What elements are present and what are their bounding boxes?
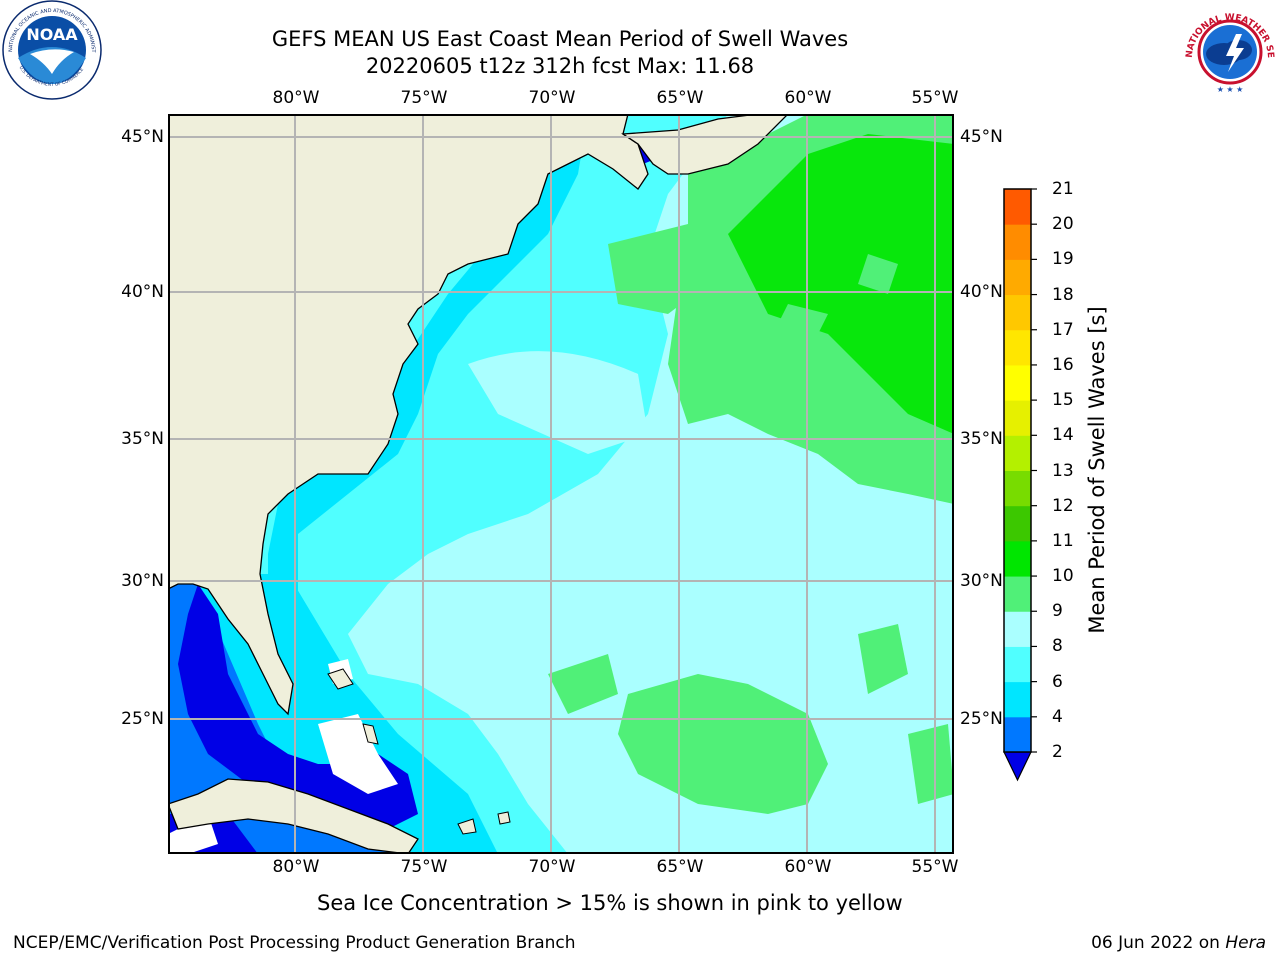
lat-label-right: 45°N xyxy=(960,127,1003,147)
lon-label-bottom: 55°W xyxy=(911,857,959,877)
land-cuba xyxy=(168,778,419,854)
colorbar-tick-label: 18 xyxy=(1052,284,1074,305)
colorbar-segment xyxy=(1004,576,1031,612)
colorbar-tick-label: 14 xyxy=(1052,425,1074,446)
colorbar-tick-label: 4 xyxy=(1052,706,1063,727)
colorbar-tick-label: 15 xyxy=(1052,390,1074,411)
colorbar-segment xyxy=(1004,646,1031,683)
lat-label-left: 45°N xyxy=(121,127,164,147)
colorbar-tick-label: 13 xyxy=(1052,460,1074,481)
noaa-logo: NOAA NATIONAL OCEANIC AND ATMOSPHERIC AD… xyxy=(0,0,102,100)
colorbar-tick-label: 6 xyxy=(1052,671,1063,692)
lat-label-right: 30°N xyxy=(960,571,1003,591)
lat-label-left: 35°N xyxy=(121,429,164,449)
colorbar-segment xyxy=(1004,259,1031,296)
colorbar xyxy=(1003,188,1037,782)
map-gridlines xyxy=(168,114,954,854)
colorbar-tick-label: 8 xyxy=(1052,636,1063,657)
colorbar-tick-label: 20 xyxy=(1052,214,1074,235)
lat-label-right: 25°N xyxy=(960,709,1003,729)
colorbar-underflow-triangle xyxy=(1003,751,1032,782)
lon-label-bottom: 60°W xyxy=(784,857,832,877)
lon-label-bottom: 65°W xyxy=(656,857,704,877)
credit-text: NCEP/EMC/Verification Post Processing Pr… xyxy=(13,933,576,953)
colorbar-segment xyxy=(1004,189,1031,225)
colorbar-label: Mean Period of Swell Waves [s] xyxy=(1085,306,1109,634)
noaa-logo-text: NOAA xyxy=(26,25,78,44)
colorbar-tick-label: 2 xyxy=(1052,742,1063,762)
colorbar-segments xyxy=(1003,189,1032,782)
colorbar-segment xyxy=(1004,611,1031,647)
map-frame xyxy=(168,114,954,854)
colorbar-segment xyxy=(1004,681,1031,718)
colorbar-tick-label: 9 xyxy=(1052,601,1063,622)
date-text: 06 Jun 2022 on Hera xyxy=(1091,933,1266,953)
plot-title: GEFS MEAN US East Coast Mean Period of S… xyxy=(271,27,849,51)
lat-label-left: 40°N xyxy=(121,282,164,302)
colorbar-segment xyxy=(1004,224,1031,260)
machine-name: Hera xyxy=(1225,933,1266,953)
colorbar-tick-label: 11 xyxy=(1052,530,1074,551)
colorbar-segment xyxy=(1004,400,1031,436)
lon-label-bottom: 70°W xyxy=(528,857,576,877)
colorbar-tick-label: 12 xyxy=(1052,495,1074,516)
lat-label-left: 25°N xyxy=(121,709,164,729)
colorbar-segment xyxy=(1004,540,1031,577)
colorbar-segment xyxy=(1004,470,1031,507)
nws-logo: NATIONAL WEATHER SERVICE ★ ★ ★ xyxy=(1180,0,1278,98)
lon-label-top: 80°W xyxy=(272,88,320,108)
colorbar-segment xyxy=(1004,364,1031,401)
lat-label-left: 30°N xyxy=(121,571,164,591)
colorbar-tick-label: 21 xyxy=(1052,179,1074,199)
lon-label-bottom: 75°W xyxy=(400,857,448,877)
colorbar-tick-label: 10 xyxy=(1052,566,1074,587)
lon-label-top: 65°W xyxy=(656,88,704,108)
colorbar-segment xyxy=(1004,435,1031,471)
sea-ice-note: Sea Ice Concentration > 15% is shown in … xyxy=(317,891,903,915)
colorbar-segment xyxy=(1004,294,1031,331)
plot-subtitle: 20220605 t12z 312h fcst Max: 11.68 xyxy=(365,54,755,78)
lon-label-top: 60°W xyxy=(784,88,832,108)
green-region-s xyxy=(618,674,828,814)
no-data-bahamas xyxy=(318,714,398,794)
lon-label-top: 70°W xyxy=(528,88,576,108)
lat-label-right: 35°N xyxy=(960,429,1003,449)
lat-label-right: 40°N xyxy=(960,282,1003,302)
colorbar-tick-label: 19 xyxy=(1052,249,1074,270)
colorbar-tick-label: 17 xyxy=(1052,319,1074,340)
colorbar-segment xyxy=(1004,329,1031,366)
colorbar-segment xyxy=(1004,505,1031,542)
lon-label-top: 75°W xyxy=(400,88,448,108)
land-nova-scotia xyxy=(621,114,789,175)
swell-period-map xyxy=(168,114,954,854)
colorbar-tick-label: 16 xyxy=(1052,354,1074,375)
svg-text:★ ★ ★: ★ ★ ★ xyxy=(1217,85,1244,94)
colorbar-segment xyxy=(1004,716,1031,753)
lon-label-bottom: 80°W xyxy=(272,857,320,877)
date-value: 06 Jun 2022 on xyxy=(1091,933,1226,953)
bright-green-region xyxy=(728,134,954,434)
land-us-east-coast xyxy=(168,114,649,716)
lon-label-top: 55°W xyxy=(911,88,959,108)
